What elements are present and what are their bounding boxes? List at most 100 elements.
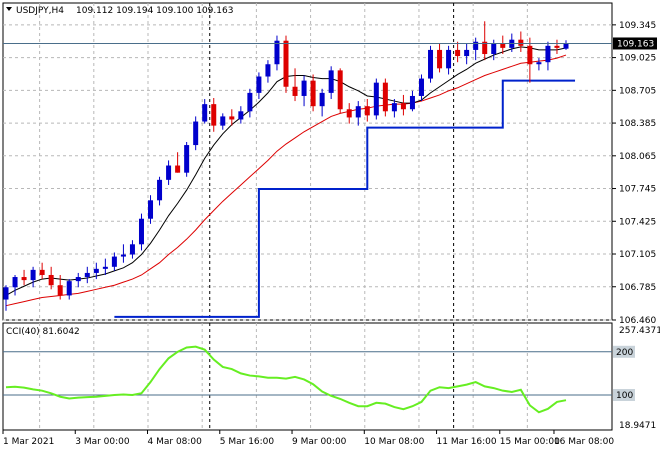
candle-body bbox=[292, 86, 298, 96]
candle-body bbox=[256, 76, 262, 93]
candle-body bbox=[202, 104, 208, 122]
ma-slow-line bbox=[5, 54, 567, 307]
candle-body bbox=[265, 64, 271, 77]
dropdown-triangle-icon bbox=[6, 7, 12, 11]
cci-level-label: 100 bbox=[616, 391, 633, 401]
price-tick-label: 107.105 bbox=[619, 250, 656, 260]
candle-body bbox=[446, 49, 452, 69]
cci-top-label: 257.4371 bbox=[619, 326, 660, 336]
candle-body bbox=[382, 82, 388, 112]
candle-body bbox=[328, 70, 334, 93]
candle-body bbox=[30, 269, 36, 281]
candle-body bbox=[148, 200, 154, 219]
candle-body bbox=[491, 43, 497, 55]
price-tick-label: 108.065 bbox=[619, 152, 656, 162]
candle-body bbox=[500, 43, 506, 48]
candle-body bbox=[418, 78, 424, 96]
candle-body bbox=[364, 106, 370, 116]
candle-body bbox=[120, 254, 126, 257]
candle-body bbox=[536, 62, 542, 65]
time-tick-label: 16 Mar 08:00 bbox=[554, 437, 614, 447]
ohlc-readout: 109.112 109.194 109.100 109.163 bbox=[76, 6, 233, 16]
candle-body bbox=[129, 244, 135, 255]
candle-body bbox=[175, 165, 181, 173]
candle-body bbox=[184, 145, 190, 173]
price-tick-label: 109.025 bbox=[619, 54, 656, 64]
candle-body bbox=[111, 256, 117, 267]
candle-body bbox=[102, 266, 108, 269]
candle-body bbox=[373, 82, 379, 116]
candle-body bbox=[437, 49, 443, 69]
candle-body bbox=[211, 104, 217, 126]
candle-body bbox=[337, 70, 343, 110]
candle-body bbox=[21, 277, 27, 281]
price-tick-label: 106.460 bbox=[619, 316, 656, 326]
candle-body bbox=[238, 111, 244, 120]
candle-body bbox=[66, 281, 72, 296]
candle-body bbox=[319, 92, 325, 107]
cci-level-tag bbox=[613, 345, 635, 358]
cci-label: CCI(40) 81.6042 bbox=[6, 327, 80, 337]
candle-body bbox=[247, 92, 253, 112]
candle-body bbox=[563, 43, 569, 49]
candle-body bbox=[12, 277, 18, 288]
candle-body bbox=[409, 95, 415, 110]
candle-body bbox=[166, 165, 172, 180]
last-price-label: 109.163 bbox=[617, 39, 654, 49]
time-tick-label: 9 Mar 00:00 bbox=[292, 437, 347, 447]
last-price-tag bbox=[613, 37, 657, 50]
candle-body bbox=[283, 40, 289, 87]
candle-body bbox=[391, 103, 397, 112]
time-tick-label: 5 Mar 16:00 bbox=[220, 437, 275, 447]
cci-bottom-label: 18.9471 bbox=[619, 421, 656, 431]
cci-line bbox=[5, 345, 567, 414]
time-tick-label: 4 Mar 08:00 bbox=[148, 437, 203, 447]
price-tick-label: 106.785 bbox=[619, 283, 656, 293]
candle-body bbox=[3, 287, 9, 300]
price-tick-label: 107.425 bbox=[619, 217, 656, 227]
symbol-label: USDJPY,H4 bbox=[16, 6, 64, 16]
candle-body bbox=[400, 103, 406, 110]
candle-body bbox=[57, 285, 63, 296]
candle-body bbox=[428, 49, 434, 79]
candle-body bbox=[455, 49, 461, 57]
candle-body bbox=[157, 179, 163, 201]
candle-body bbox=[473, 41, 479, 50]
candle-body bbox=[301, 80, 307, 96]
price-tick-label: 108.705 bbox=[619, 86, 656, 96]
time-tick-label: 11 Mar 16:00 bbox=[437, 437, 497, 447]
candle-body bbox=[518, 39, 524, 46]
candle-body bbox=[39, 269, 45, 275]
candle-body bbox=[75, 277, 81, 282]
candle-body bbox=[84, 272, 90, 278]
candle-body bbox=[310, 80, 316, 107]
time-tick-label: 3 Mar 00:00 bbox=[75, 437, 130, 447]
price-tick-label: 109.345 bbox=[619, 21, 656, 31]
price-tick-label: 107.745 bbox=[619, 185, 656, 195]
candle-body bbox=[355, 106, 361, 118]
price-tick-label: 108.385 bbox=[619, 119, 656, 129]
indicator-panel-frame bbox=[2, 322, 613, 431]
candle-body bbox=[464, 49, 470, 57]
cci-level-tag bbox=[613, 388, 635, 401]
candle-body bbox=[554, 45, 560, 48]
candle-body bbox=[274, 40, 280, 65]
candle-body bbox=[193, 121, 199, 146]
candle-body bbox=[346, 109, 352, 118]
candle-body bbox=[220, 116, 226, 126]
candle-body bbox=[527, 45, 533, 65]
candle-body bbox=[138, 218, 144, 245]
candle-body bbox=[545, 45, 551, 63]
candle-body bbox=[229, 116, 235, 120]
time-tick-label: 1 Mar 2021 bbox=[3, 437, 54, 447]
level-line bbox=[114, 79, 576, 318]
candle-body bbox=[48, 274, 54, 286]
cci-level-label: 200 bbox=[616, 348, 633, 358]
time-tick-label: 15 Mar 00:00 bbox=[500, 437, 560, 447]
candle-body bbox=[482, 41, 488, 55]
candle-body bbox=[93, 268, 99, 273]
main-panel-frame bbox=[2, 2, 613, 321]
